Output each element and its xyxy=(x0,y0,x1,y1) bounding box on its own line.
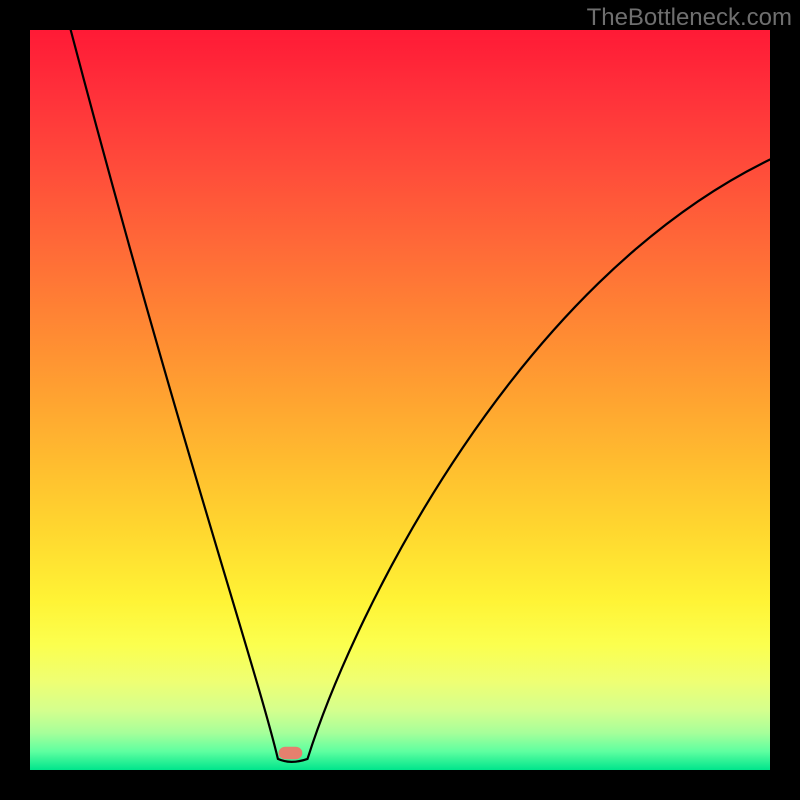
plot-background xyxy=(30,30,770,770)
watermark-text: TheBottleneck.com xyxy=(587,4,792,32)
bottleneck-chart xyxy=(0,0,800,800)
minimum-marker xyxy=(279,747,303,760)
chart-container: TheBottleneck.com xyxy=(0,0,800,800)
